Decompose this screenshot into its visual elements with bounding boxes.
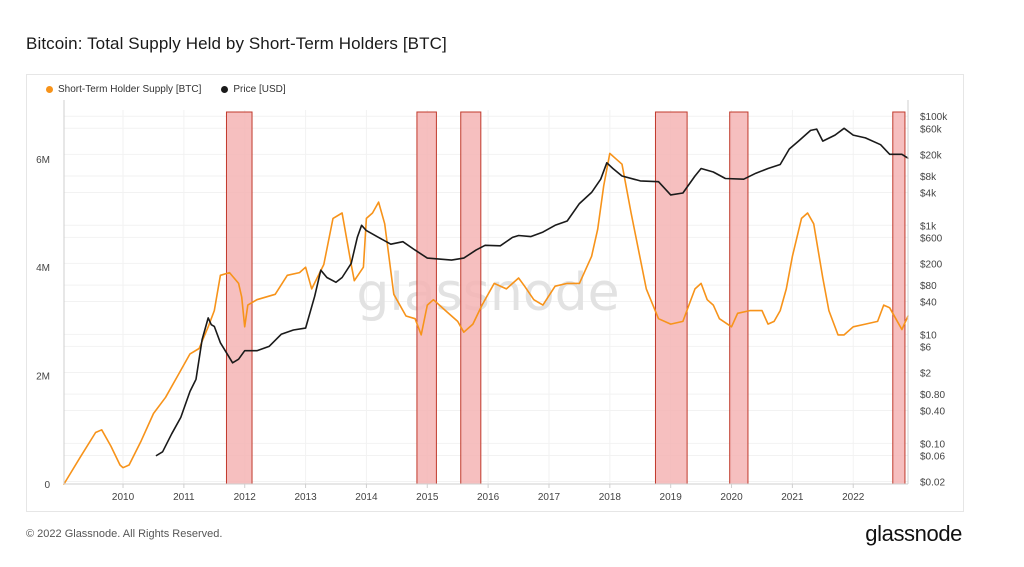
- orange-dot-icon: [46, 86, 53, 93]
- right-axis-tick-label: $0.40: [920, 407, 945, 418]
- x-axis-tick-label: 2021: [781, 492, 804, 503]
- highlight-bands: [225, 111, 906, 485]
- right-axis-tick-label: $0.02: [920, 478, 945, 489]
- copyright-footer: © 2022 Glassnode. All Rights Reserved.: [26, 528, 223, 540]
- x-axis-tick-label: 2012: [234, 492, 257, 503]
- right-axis-tick-label: $0.06: [920, 451, 945, 462]
- right-axis-tick-label: $1k: [920, 221, 937, 232]
- right-axis-tick-label: $80: [920, 281, 937, 292]
- x-axis-tick-label: 2013: [294, 492, 317, 503]
- chart-title: Bitcoin: Total Supply Held by Short-Term…: [26, 34, 447, 53]
- highlight-band: [654, 111, 688, 485]
- highlight-band: [460, 111, 482, 485]
- x-axis-tick-label: 2022: [842, 492, 865, 503]
- right-axis-tick-label: $0.80: [920, 390, 945, 401]
- right-axis-tick-label: $20k: [920, 150, 943, 161]
- x-axis-tick-label: 2010: [112, 492, 135, 503]
- series-line-price: [155, 127, 909, 457]
- right-axis-tick-label: $2: [920, 368, 932, 379]
- right-axis-tick-label: $100k: [920, 112, 948, 123]
- legend-label: Price [USD]: [233, 84, 286, 95]
- legend: Short-Term Holder Supply [BTC] Price [US…: [46, 84, 286, 95]
- highlight-band: [225, 111, 253, 485]
- right-axis-tick-label: $600: [920, 233, 943, 244]
- left-axis-tick-label: 6M: [36, 155, 50, 166]
- right-axis-tick-label: $60k: [920, 124, 943, 135]
- x-axis-tick-label: 2018: [599, 492, 622, 503]
- left-axis-tick-label: 0: [44, 480, 50, 491]
- right-axis-tick-label: $200: [920, 259, 943, 270]
- legend-item-price[interactable]: Price [USD]: [221, 84, 286, 95]
- brand-logo: glassnode: [865, 521, 962, 546]
- x-axis-tick-label: 2011: [173, 492, 195, 503]
- highlight-band: [416, 111, 437, 485]
- right-axis-tick-label: $4k: [920, 188, 937, 199]
- right-axis-tick-label: $40: [920, 298, 937, 309]
- x-axis-tick-label: 2014: [355, 492, 378, 503]
- chart-panel: [26, 74, 964, 512]
- series-line-sth-supply: [63, 152, 909, 485]
- x-axis-tick-label: 2016: [477, 492, 500, 503]
- series-layer: [63, 127, 909, 485]
- right-axis-tick-label: $8k: [920, 172, 937, 183]
- x-axis-tick-label: 2017: [538, 492, 561, 503]
- legend-label: Short-Term Holder Supply [BTC]: [58, 84, 202, 95]
- left-axis-tick-label: 2M: [36, 372, 50, 383]
- black-dot-icon: [221, 86, 229, 93]
- x-axis-tick-label: 2019: [660, 492, 683, 503]
- legend-item-sth-supply[interactable]: Short-Term Holder Supply [BTC]: [46, 84, 201, 95]
- x-axis-tick-label: 2015: [416, 492, 439, 503]
- highlight-band: [892, 111, 906, 485]
- right-axis-tick-label: $0.10: [920, 439, 945, 450]
- x-axis-tick-label: 2020: [720, 492, 743, 503]
- left-axis-tick-label: 4M: [36, 263, 50, 274]
- right-axis-tick-label: $10: [920, 330, 937, 341]
- axes-layer: 0 2M 4M 6M $0.02 $0.06$0.10 $0.40 $0.80 $2 $6$10 $…: [36, 100, 948, 503]
- highlight-band: [729, 111, 749, 485]
- right-axis-tick-label: $6: [920, 342, 932, 353]
